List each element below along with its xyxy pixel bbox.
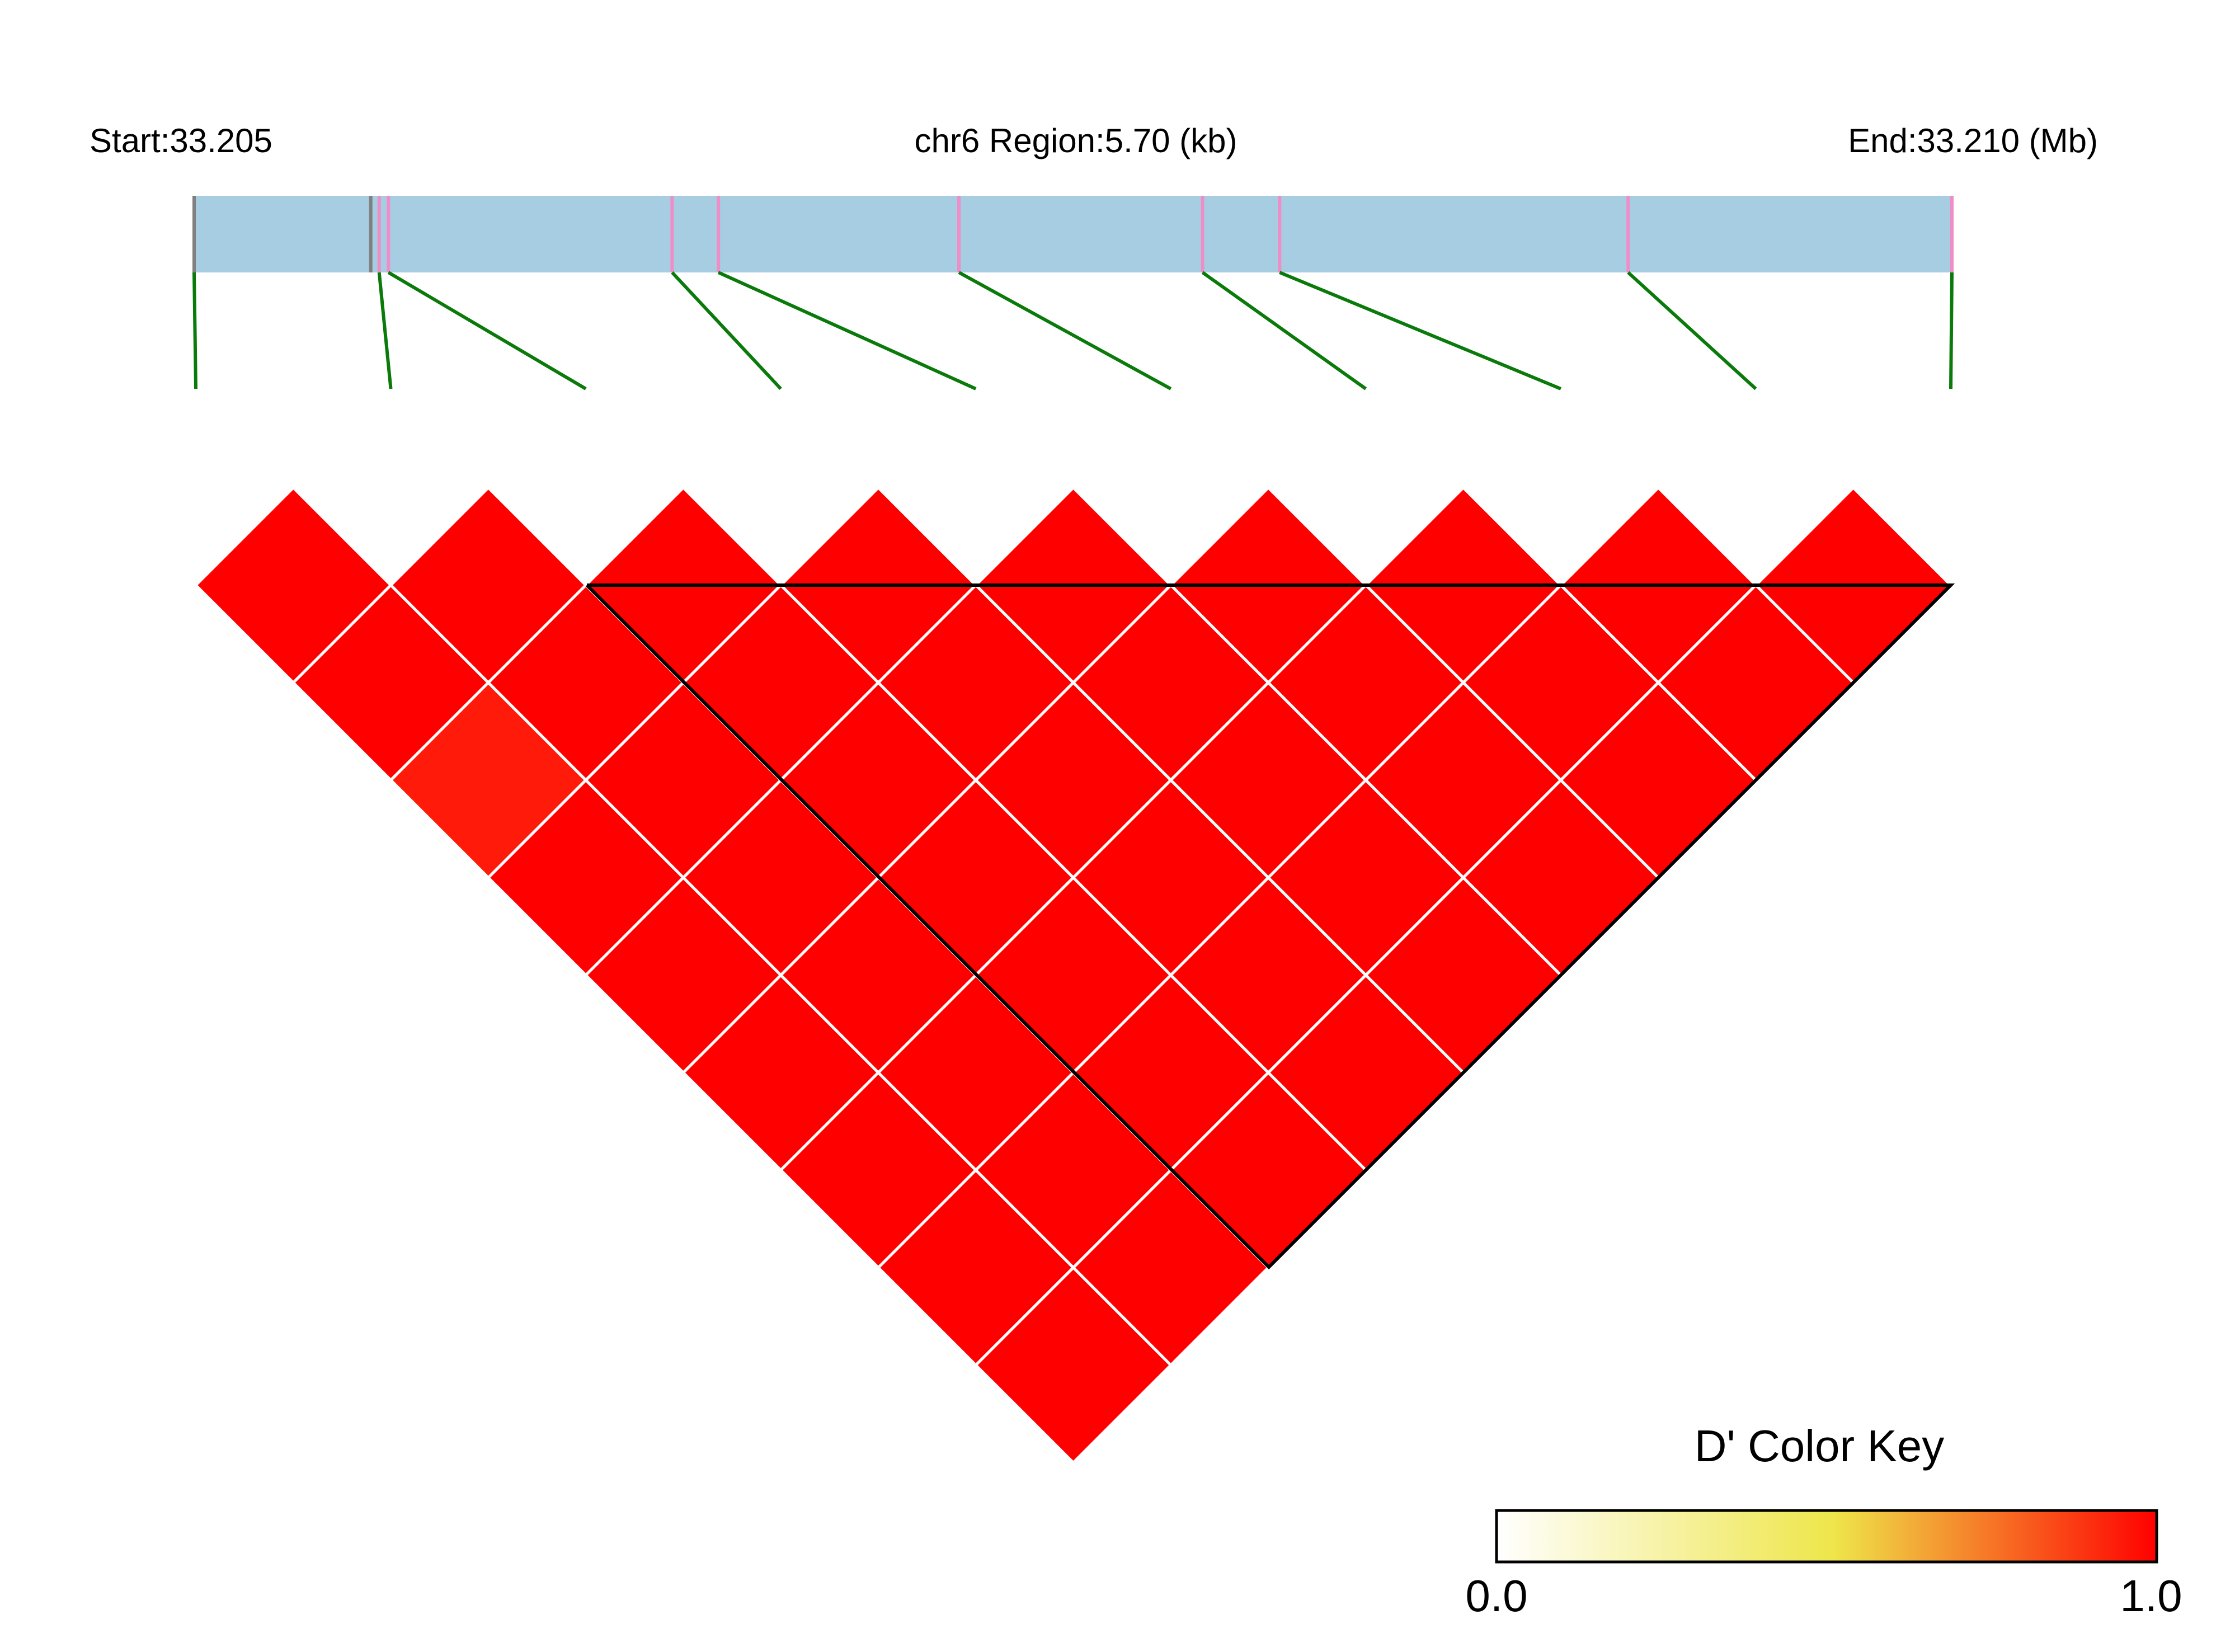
ld-cells (194, 486, 1953, 1465)
snp-connector-4 (671, 271, 782, 390)
ld-block-triangle (585, 583, 1955, 1270)
snp-connectors (192, 271, 1954, 390)
snp-connector-6 (958, 271, 1172, 390)
snp-connector-10 (1949, 272, 1954, 389)
snp-connector-5 (717, 271, 977, 390)
snp-connector-8 (1279, 271, 1562, 390)
snp-connector-3 (387, 271, 587, 390)
color-key-max-label: 1.0 (2120, 1571, 2182, 1621)
snp-connector-2 (377, 272, 393, 389)
color-key-title: D' Color Key (1695, 1421, 1945, 1471)
color-key-min-label: 0.0 (1465, 1571, 1527, 1621)
snp-connector-1 (192, 272, 197, 389)
ld-cell-1-10 (973, 1265, 1173, 1465)
snp-connector-7 (1201, 271, 1367, 390)
ld-block-outline (585, 583, 1955, 1270)
region-label: chr6 Region:5.70 (kb) (915, 122, 1238, 159)
color-key-gradient (1495, 1509, 2158, 1564)
start-label: Start:33.205 (90, 122, 272, 159)
region-bar (194, 196, 1952, 272)
snp-connector-9 (1627, 271, 1757, 390)
snp-ticks (192, 196, 1954, 272)
end-label: End:33.210 (Mb) (1848, 122, 2098, 159)
